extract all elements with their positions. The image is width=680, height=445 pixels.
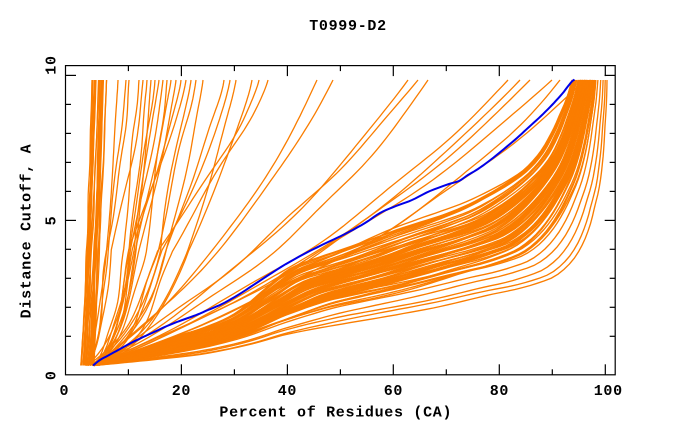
- svg-text:Percent of Residues (CA): Percent of Residues (CA): [219, 404, 452, 421]
- svg-text:20: 20: [172, 383, 191, 400]
- svg-text:0: 0: [59, 383, 69, 400]
- svg-text:60: 60: [384, 383, 403, 400]
- svg-text:Distance Cutoff, A: Distance Cutoff, A: [19, 144, 36, 319]
- svg-text:10: 10: [44, 55, 61, 74]
- svg-text:5: 5: [44, 216, 61, 226]
- svg-text:40: 40: [278, 383, 297, 400]
- svg-text:T0999-D2: T0999-D2: [309, 18, 387, 35]
- svg-text:80: 80: [490, 383, 509, 400]
- svg-text:100: 100: [594, 383, 623, 400]
- svg-text:0: 0: [44, 370, 61, 380]
